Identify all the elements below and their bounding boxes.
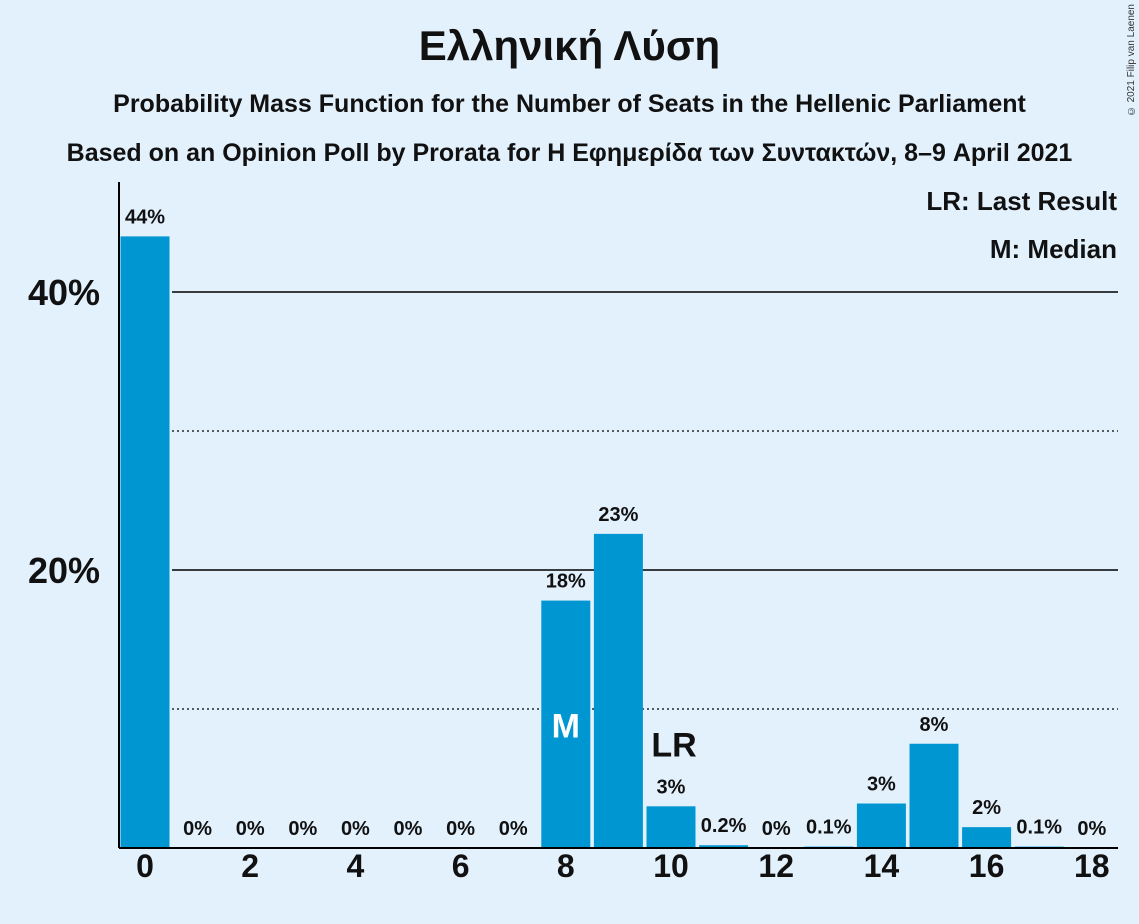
- bar: [856, 803, 906, 848]
- data-label: 3%: [657, 776, 686, 798]
- bar: [541, 600, 591, 848]
- legend-last-result: LR: Last Result: [926, 186, 1117, 216]
- x-tick-label: 2: [241, 848, 259, 884]
- data-label: 0%: [446, 818, 475, 840]
- legend-median: M: Median: [989, 234, 1117, 264]
- bar: [120, 236, 170, 848]
- data-label: 0%: [236, 818, 265, 840]
- data-label: 8%: [920, 714, 949, 736]
- data-label: 0%: [499, 818, 528, 840]
- data-label: 3%: [867, 774, 896, 796]
- x-tick-label: 6: [452, 848, 470, 884]
- x-tick-label: 10: [653, 848, 689, 884]
- x-tick-label: 4: [347, 848, 365, 884]
- bar: [962, 827, 1012, 848]
- y-tick-label: 40%: [28, 272, 100, 313]
- x-tick-label: 12: [758, 848, 794, 884]
- data-label: 0%: [1077, 818, 1106, 840]
- x-tick-label: 0: [136, 848, 154, 884]
- bar: [699, 845, 749, 848]
- data-label: 0%: [762, 818, 791, 840]
- x-tick-label: 18: [1074, 848, 1110, 884]
- data-label: 23%: [598, 504, 638, 526]
- y-tick-label: 20%: [28, 550, 100, 591]
- bar: [909, 743, 959, 848]
- median-marker: M: [552, 708, 580, 746]
- data-label: 0%: [183, 818, 212, 840]
- data-label: 0%: [394, 818, 423, 840]
- x-tick-label: 16: [969, 848, 1005, 884]
- chart-source-line: Based on an Opinion Poll by Prorata for …: [66, 139, 1073, 167]
- bar: [646, 806, 696, 848]
- data-label: 2%: [972, 797, 1001, 819]
- x-tick-label: 8: [557, 848, 575, 884]
- chart-subtitle: Probability Mass Function for the Number…: [113, 90, 1026, 118]
- data-label: 0%: [288, 818, 317, 840]
- data-label: 44%: [125, 206, 165, 228]
- last-result-marker: LR: [651, 726, 696, 764]
- x-tick-label: 14: [864, 848, 900, 884]
- data-label: 0.2%: [701, 815, 747, 837]
- data-label: 0%: [341, 818, 370, 840]
- data-label: 18%: [546, 571, 586, 593]
- bar: [593, 533, 643, 848]
- data-label: 0.1%: [806, 817, 852, 839]
- chart-title: Ελληνική Λύση: [418, 22, 721, 69]
- data-label: 0.1%: [1016, 817, 1062, 839]
